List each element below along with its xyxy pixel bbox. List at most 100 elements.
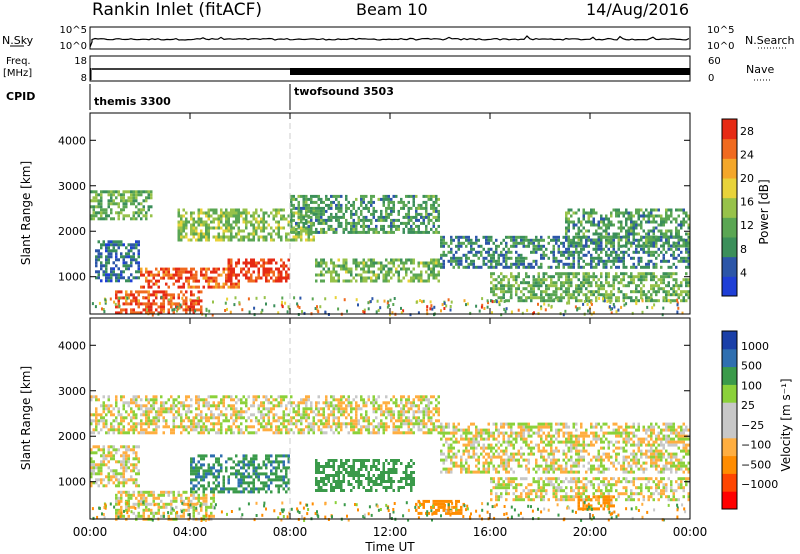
cell-velocity-0: [417, 404, 420, 408]
cell-power-8: [450, 241, 453, 245]
cell-power-9: [570, 296, 573, 300]
cell-power-5: [192, 211, 195, 215]
cell-power-6: [290, 224, 293, 228]
cell-velocity-0: [242, 401, 245, 405]
cell-power-9: [582, 284, 585, 288]
cell-power-3: [177, 285, 180, 289]
cell-power-6: [357, 221, 360, 225]
cell-velocity-0: [112, 431, 115, 435]
cell-power-6: [345, 221, 348, 225]
cell-power-3: [217, 273, 220, 277]
cell-velocity-0: [437, 395, 440, 399]
cell-power-10: [610, 244, 613, 248]
cell-velocity-0: [180, 401, 183, 405]
cell-power-8: [537, 238, 540, 242]
cell-power-9: [557, 296, 560, 300]
cell-velocity-0: [237, 416, 240, 420]
cell-velocity-0: [395, 419, 398, 423]
cell-velocity-0: [362, 416, 365, 420]
cell-power-2: [185, 308, 188, 312]
cell-power-9: [675, 281, 678, 285]
cell-power-9: [575, 275, 578, 279]
cell-power-8: [677, 259, 680, 263]
cell-velocity-0: [102, 425, 105, 429]
cell-velocity-0: [172, 404, 175, 408]
cell-power-8: [635, 265, 638, 269]
cell-power-1: [115, 273, 118, 277]
cell-velocity-0: [350, 404, 353, 408]
cell-velocity-0: [140, 413, 143, 417]
cell-power-5: [257, 214, 260, 218]
cell-power-10: [687, 214, 690, 218]
cell-velocity-2: [160, 514, 163, 518]
cell-power-7: [437, 261, 440, 265]
cell-power-9: [650, 275, 653, 279]
cell-power-7: [365, 279, 368, 283]
cell-power-6: [432, 206, 435, 210]
cell-power-6: [372, 227, 375, 231]
cell-power-6: [317, 218, 320, 222]
cell-power-8: [577, 262, 580, 266]
cell-velocity-0: [232, 431, 235, 435]
cell-velocity-0: [435, 407, 438, 411]
cell-power-9: [605, 278, 608, 282]
cell-power-10: [687, 223, 690, 227]
cell-velocity-0: [220, 431, 223, 435]
cell-power-8: [577, 250, 580, 254]
nsky-label: N.Sky: [2, 34, 34, 47]
cell-power-scatter: [426, 308, 429, 312]
cell-power-9: [502, 278, 505, 282]
cell-power-8: [582, 253, 585, 257]
cell-power-7: [420, 273, 423, 277]
cell-power-scatter: [590, 302, 593, 306]
cell-velocity-2: [162, 505, 165, 509]
cell-power-6: [295, 221, 298, 225]
cell-power-4: [237, 261, 240, 265]
cell-power-3: [215, 276, 218, 280]
cell-power-8: [475, 253, 478, 257]
cell-power-10: [645, 241, 648, 245]
cell-power-9: [687, 278, 690, 282]
cell-power-2: [125, 290, 128, 294]
cell-power-5: [255, 217, 258, 221]
cell-power-9: [517, 272, 520, 276]
cell-velocity-0: [375, 398, 378, 402]
cell-velocity-0: [195, 425, 198, 429]
cell-power-0: [105, 214, 108, 218]
cell-power-9: [620, 278, 623, 282]
cell-power-10: [642, 214, 645, 218]
cell-velocity-0: [320, 419, 323, 423]
cell-power-5: [247, 220, 250, 224]
cell-power-10: [565, 211, 568, 215]
cell-power-5: [232, 211, 235, 215]
cell-power-9: [575, 287, 578, 291]
cell-power-7: [390, 270, 393, 274]
cell-power-6: [415, 215, 418, 219]
cell-velocity-0: [295, 404, 298, 408]
cell-power-9: [495, 293, 498, 297]
cell-power-1: [125, 264, 128, 268]
cell-power-8: [687, 253, 690, 257]
cell-power-0: [135, 196, 138, 200]
cell-power-10: [670, 232, 673, 236]
cell-power-6: [367, 218, 370, 222]
cell-power-8: [447, 250, 450, 254]
cell-velocity-0: [407, 419, 410, 423]
cell-power-8: [515, 244, 518, 248]
cell-velocity-0: [342, 422, 345, 426]
cell-power-8: [547, 265, 550, 269]
cell-power-9: [510, 290, 513, 294]
cell-power-scatter: [367, 307, 370, 311]
cell-power-9: [505, 284, 508, 288]
cell-power-9: [637, 290, 640, 294]
cell-power-7: [345, 261, 348, 265]
cell-power-scatter: [195, 301, 198, 305]
cell-power-3: [147, 273, 150, 277]
cell-power-9: [645, 272, 648, 276]
cell-power-5: [205, 214, 208, 218]
cell-velocity-0: [342, 395, 345, 399]
cell-power-1: [97, 276, 100, 280]
cell-velocity-0: [317, 413, 320, 417]
cell-power-6: [342, 227, 345, 231]
cell-power-9: [667, 293, 670, 297]
